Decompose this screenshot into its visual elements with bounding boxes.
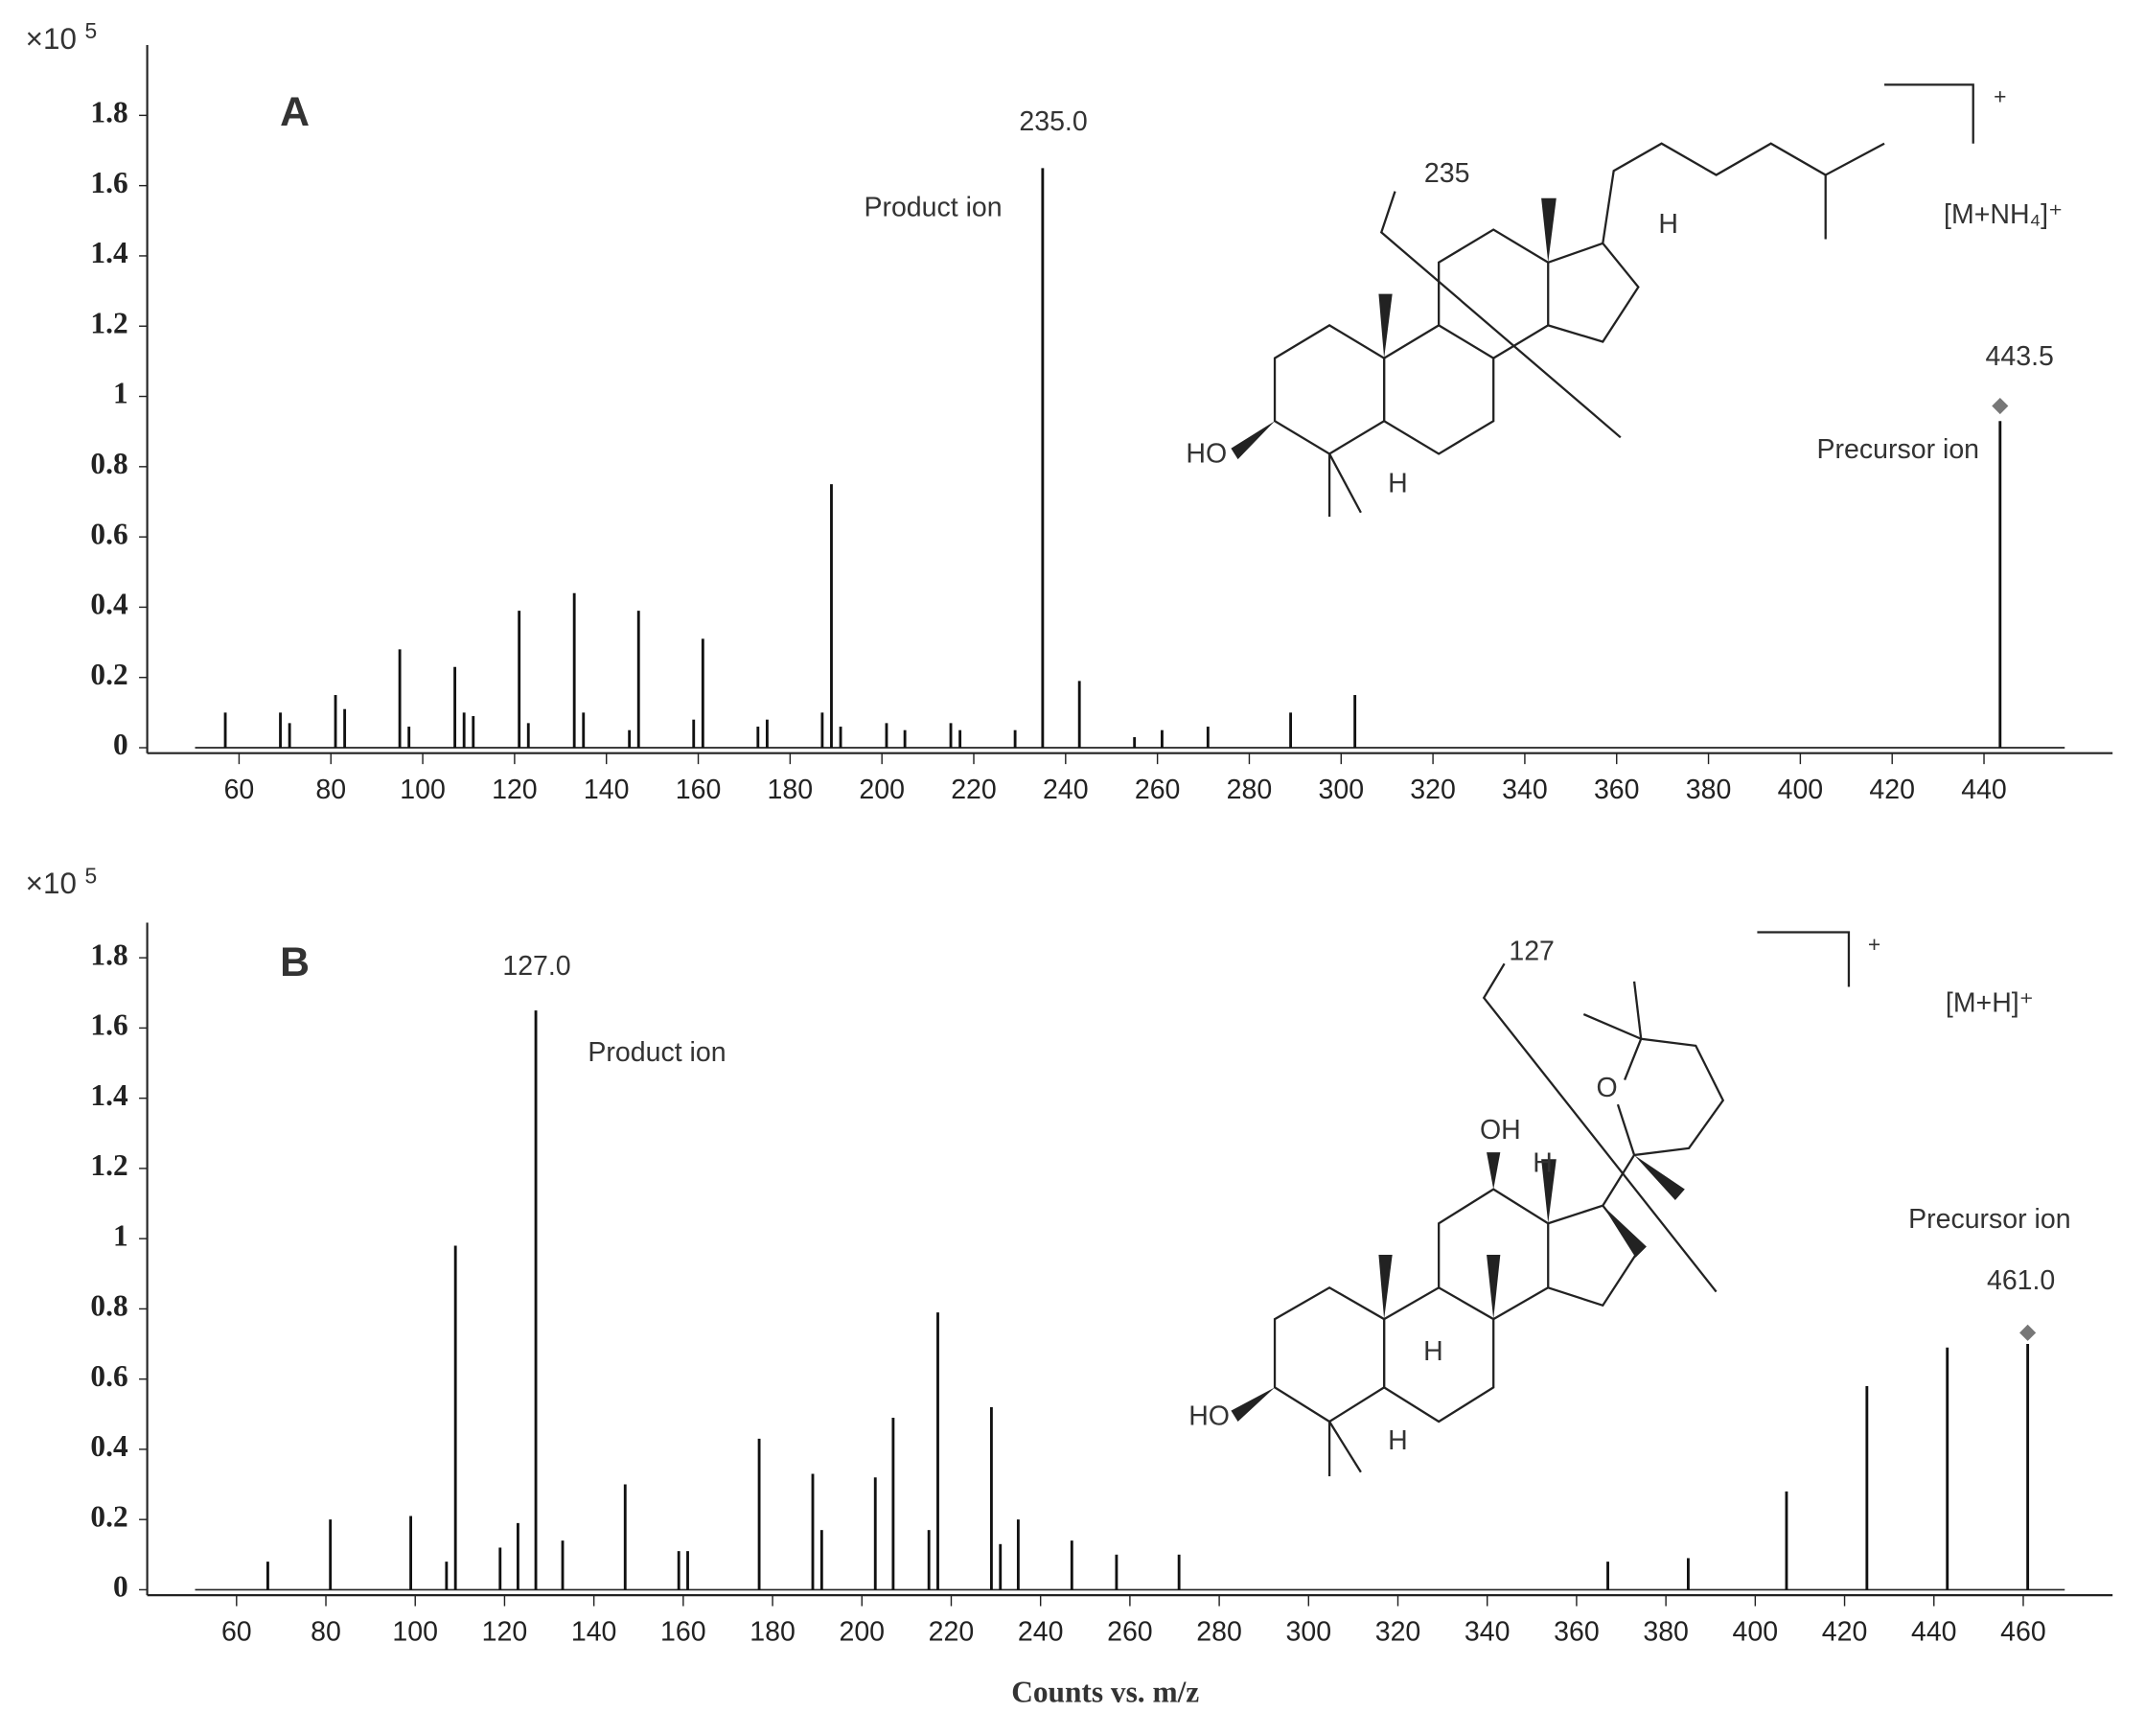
- precursor-label: Precursor ion: [1908, 1204, 2070, 1235]
- precursor-marker: [1992, 397, 2009, 415]
- x-tick-label: 200: [859, 775, 905, 805]
- structure-b: [1231, 931, 1851, 1477]
- x-tick-label: 360: [1594, 775, 1640, 805]
- x-tick-label: 440: [1911, 1617, 1957, 1648]
- y-unit-exp: 5: [84, 864, 97, 889]
- x-tick-label: 280: [1227, 775, 1273, 805]
- x-tick-label: 180: [750, 1617, 796, 1648]
- x-tick-label: 300: [1286, 1617, 1332, 1648]
- peak-label: 235.0: [1019, 106, 1087, 137]
- x-tick-label: 220: [929, 1617, 975, 1648]
- y-tick-label: 0.8: [90, 447, 127, 480]
- x-tick-label: 320: [1375, 1617, 1421, 1648]
- x-tick-label: 440: [1961, 775, 2007, 805]
- x-axis-label: Counts vs. m/z: [1011, 1675, 1199, 1708]
- x-tick-label: 60: [224, 775, 255, 805]
- y-tick-label: 1.2: [90, 1148, 127, 1182]
- bracket-charge: +: [1994, 84, 2006, 109]
- y-unit-base: ×10: [26, 867, 77, 900]
- y-tick-label: 0.8: [90, 1289, 127, 1323]
- x-tick-label: 260: [1135, 775, 1181, 805]
- structure-label: 127: [1509, 936, 1555, 966]
- x-tick-label: 380: [1643, 1617, 1689, 1648]
- x-tick-label: 360: [1554, 1617, 1600, 1648]
- precursor-value: 443.5: [1986, 341, 2054, 372]
- structure-label: H: [1423, 1336, 1443, 1367]
- structure-label: HO: [1188, 1400, 1230, 1431]
- x-tick-label: 120: [492, 775, 538, 805]
- x-tick-label: 80: [315, 775, 346, 805]
- structure-label: H: [1388, 1425, 1408, 1456]
- x-tick-label: 380: [1686, 775, 1732, 805]
- x-tick-label: 340: [1465, 1617, 1511, 1648]
- structure-label: OH: [1480, 1115, 1521, 1146]
- y-tick-label: 1.8: [90, 937, 127, 971]
- structure-a: [1231, 83, 1974, 518]
- y-unit: ×10 5: [26, 18, 97, 56]
- x-tick-label: 100: [392, 1617, 438, 1648]
- x-tick-label: 100: [400, 775, 446, 805]
- structure-label: 235: [1424, 158, 1470, 189]
- peak-label: 127.0: [502, 951, 570, 982]
- structure-label: H: [1533, 1147, 1553, 1178]
- bracket-charge: +: [1868, 932, 1880, 957]
- product-label: Product ion: [588, 1037, 726, 1068]
- y-tick-label: 1.4: [90, 1078, 128, 1112]
- x-tick-label: 420: [1822, 1617, 1868, 1648]
- x-tick-label: 240: [1043, 775, 1089, 805]
- y-unit-exp: 5: [84, 18, 97, 43]
- ion-label: [M+NH₄]⁺: [1944, 199, 2063, 230]
- x-tick-label: 140: [584, 775, 630, 805]
- structure-label: H: [1388, 469, 1408, 499]
- x-tick-label: 140: [571, 1617, 617, 1648]
- y-tick-label: 1.4: [90, 236, 128, 269]
- precursor-marker: [2019, 1324, 2037, 1341]
- panel-label: B: [280, 939, 310, 985]
- y-tick-label: 1.2: [90, 306, 127, 339]
- y-tick-label: 0.4: [90, 1429, 128, 1463]
- x-tick-label: 320: [1410, 775, 1456, 805]
- x-tick-label: 80: [311, 1617, 341, 1648]
- structure-label: HO: [1186, 438, 1227, 469]
- x-tick-label: 460: [2000, 1617, 2046, 1648]
- x-tick-label: 200: [839, 1617, 885, 1648]
- x-tick-label: 220: [951, 775, 997, 805]
- x-tick-label: 240: [1018, 1617, 1064, 1648]
- product-label: Product ion: [864, 193, 1002, 223]
- y-tick-label: 1: [113, 377, 128, 410]
- x-tick-label: 400: [1733, 1617, 1779, 1648]
- y-tick-label: 0.4: [90, 588, 128, 621]
- x-tick-label: 160: [676, 775, 722, 805]
- y-tick-label: 1.6: [90, 166, 127, 199]
- panel-label: A: [280, 89, 310, 135]
- ion-label: [M+H]⁺: [1946, 988, 2034, 1019]
- y-tick-label: 1.6: [90, 1008, 127, 1042]
- precursor-value: 461.0: [1987, 1265, 2055, 1296]
- y-tick-label: 0.2: [90, 1499, 127, 1533]
- x-tick-label: 120: [482, 1617, 528, 1648]
- y-tick-label: 0: [113, 1570, 128, 1604]
- y-unit: ×10 5: [26, 864, 97, 901]
- x-tick-label: 280: [1196, 1617, 1242, 1648]
- x-tick-label: 180: [768, 775, 814, 805]
- x-tick-label: 260: [1107, 1617, 1153, 1648]
- x-tick-label: 340: [1502, 775, 1548, 805]
- y-unit-base: ×10: [26, 22, 77, 56]
- structure-label: O: [1596, 1073, 1617, 1103]
- x-tick-label: 420: [1869, 775, 1915, 805]
- y-tick-label: 1.8: [90, 96, 127, 129]
- y-tick-label: 0.6: [90, 1359, 127, 1393]
- x-tick-label: 160: [660, 1617, 706, 1648]
- precursor-label: Precursor ion: [1817, 434, 1979, 465]
- y-tick-label: 0: [113, 728, 128, 761]
- x-tick-label: 60: [221, 1617, 252, 1648]
- y-tick-label: 0.6: [90, 517, 127, 550]
- y-tick-label: 1: [113, 1218, 128, 1252]
- structure-label: H: [1658, 209, 1678, 240]
- x-tick-label: 300: [1318, 775, 1364, 805]
- y-tick-label: 0.2: [90, 658, 127, 691]
- x-tick-label: 400: [1778, 775, 1824, 805]
